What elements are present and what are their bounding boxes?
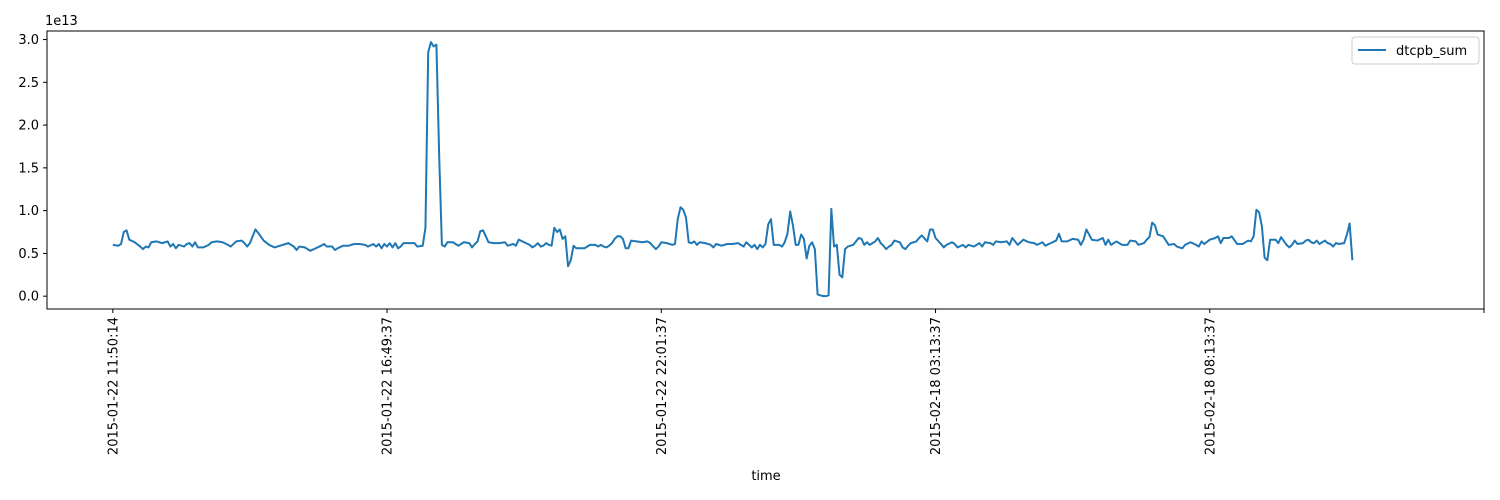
series-line-dtcpb_sum: [112, 41, 1354, 298]
y-tick-label: 0.5: [18, 247, 39, 262]
legend-series-label: dtcpb_sum: [1396, 44, 1467, 59]
legend: dtcpb_sum: [1351, 36, 1480, 65]
y-tick-label: 2.5: [18, 76, 39, 91]
x-tick-label: 2015-01-22 16:49:37: [381, 317, 396, 455]
axes-frame: [46, 30, 1485, 310]
x-axis-ticks: 2015-01-22 11:50:14 2015-01-22 16:49:37 20…: [106, 309, 1485, 455]
y-offset-label: 1e13: [45, 14, 78, 29]
y-tick-label: 0.0: [18, 290, 39, 305]
x-axis-title: time: [751, 469, 780, 484]
y-tick-label: 3.0: [18, 33, 39, 48]
x-tick-label: 2015-01-22 11:50:14: [106, 317, 121, 455]
y-tick-label: 1.0: [18, 204, 39, 219]
x-tick-label: 2015-02-18 03:13:37: [929, 317, 944, 455]
x-tick-label: 2015-01-22 22:01:37: [655, 317, 670, 455]
legend-frame: [1351, 36, 1480, 65]
y-axis-ticks: 0.0 0.5 1.0 1.5 2.0 2.5 3.0: [18, 33, 47, 305]
y-tick-label: 2.0: [18, 119, 39, 134]
x-tick-label: 2015-02-18 08:13:37: [1203, 317, 1218, 455]
y-tick-label: 1.5: [18, 161, 39, 176]
plot-area: [46, 30, 1485, 310]
